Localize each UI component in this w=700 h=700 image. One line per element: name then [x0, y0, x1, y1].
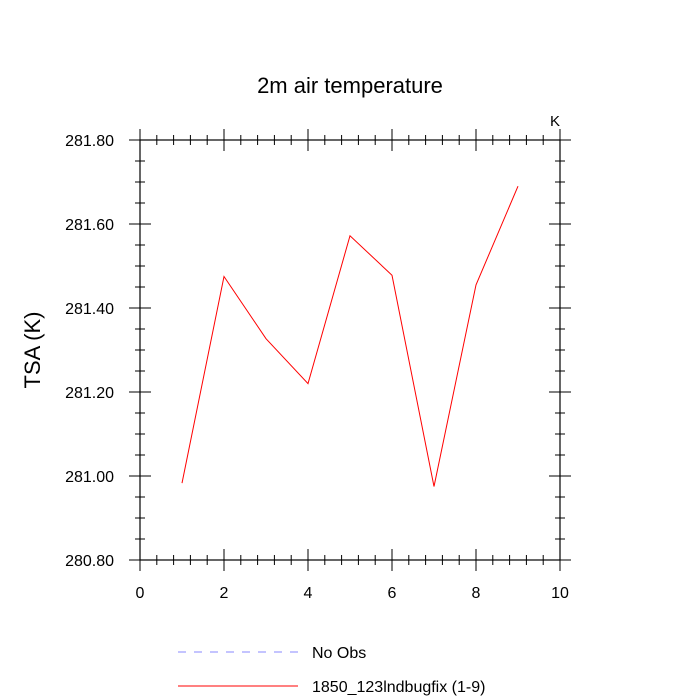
y-tick-label: 280.80	[65, 553, 114, 570]
y-tick-label: 281.60	[65, 217, 114, 234]
y-tick-label: 281.40	[65, 301, 114, 318]
x-tick-label: 8	[472, 585, 481, 602]
legend-label-no-obs: No Obs	[312, 645, 366, 662]
legend-label-1850-123lndbugfix: 1850_123lndbugfix (1-9)	[312, 679, 485, 696]
units-label: K	[550, 113, 560, 130]
y-tick-label: 281.20	[65, 385, 114, 402]
y-tick-label: 281.00	[65, 469, 114, 486]
x-tick-label: 6	[388, 585, 397, 602]
chart-title: 2m air temperature	[257, 73, 443, 98]
x-tick-label: 2	[220, 585, 229, 602]
y-axis-title: TSA (K)	[20, 311, 45, 388]
series-line-0	[181, 186, 519, 487]
y-tick-label: 281.80	[65, 133, 114, 150]
x-tick-label: 0	[136, 585, 145, 602]
legend: No Obs 1850_123lndbugfix (1-9)	[178, 645, 485, 696]
x-tick-label: 4	[304, 585, 313, 602]
series-layer	[181, 186, 519, 487]
x-tick-label: 10	[551, 585, 569, 602]
ticks-layer: 0 2 4 6 8 10 281.80 281.60 281.40 281.20 281.00 280…	[65, 129, 571, 602]
plot-frame	[139, 139, 561, 561]
